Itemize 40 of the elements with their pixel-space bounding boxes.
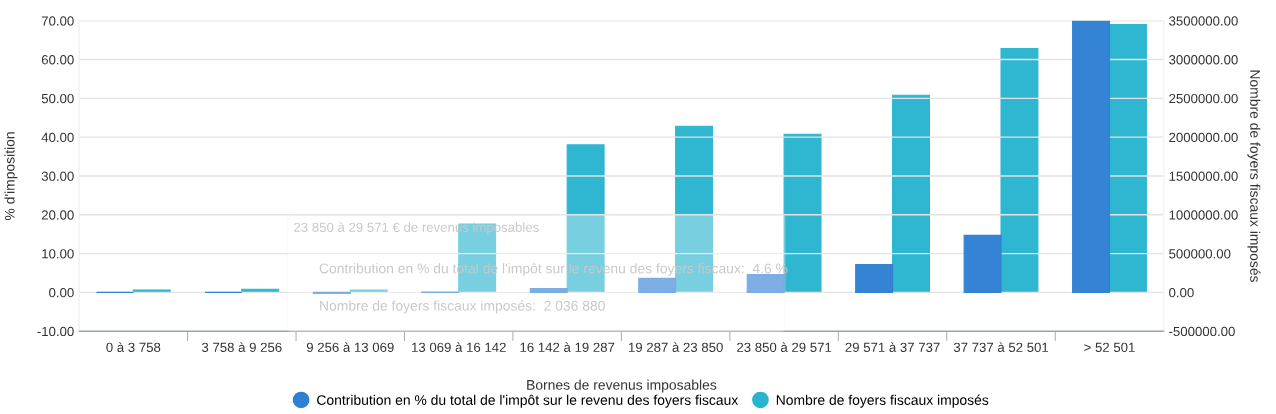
y2-tick-label: 1500000.00	[1169, 171, 1238, 181]
y-tick-label: 20.00	[41, 210, 74, 220]
x-tick-label: 3 758 à 9 256	[201, 342, 282, 352]
y-tick-label: 0.00	[49, 287, 74, 298]
x-tick-label: 0 à 3 758	[106, 342, 161, 352]
y-tick-label: 40.00	[41, 132, 74, 143]
bar	[529, 287, 568, 293]
x-tick-label: 16 142 à 19 287	[520, 342, 615, 352]
x-tick-label: 29 571 à 37 737	[845, 342, 940, 352]
y2-tick-label: 500000.00	[1169, 249, 1231, 259]
y-tick-label: -10.00	[37, 326, 74, 337]
legend-label: Contribution en % du total de l'impôt sur le revenu des foyers fiscaux	[317, 394, 739, 408]
x-tick-label: 9 256 à 13 069	[306, 342, 394, 352]
y-tick-label: 30.00	[41, 171, 74, 181]
bar	[1000, 48, 1039, 293]
x-tick-label: 13 069 à 16 142	[412, 342, 506, 352]
x-axis-title: Bornes de revenus imposables	[527, 379, 717, 393]
y2-tick-label: 2000000.00	[1169, 132, 1238, 143]
y-tick-label: 70.00	[41, 16, 74, 26]
y2-tick-label: 2500000.00	[1169, 93, 1238, 104]
y-tick-label: 50.00	[41, 93, 74, 104]
y2-tick-label: 1000000.00	[1169, 210, 1238, 220]
x-tick-label: 23 850 à 29 571	[737, 342, 832, 352]
y2-axis-title: Nombre de foyers fiscaux imposés	[1247, 70, 1261, 282]
y-tick-label: 60.00	[41, 55, 74, 65]
y-axis-title: % d'imposition	[4, 132, 18, 221]
y2-tick-label: 3000000.00	[1169, 55, 1238, 65]
y2-tick-label: 3500000.00	[1169, 16, 1238, 26]
bar	[892, 94, 930, 293]
bar	[638, 277, 677, 293]
bar	[855, 263, 894, 293]
bar	[746, 273, 785, 293]
y-tick-label: 10.00	[42, 249, 74, 259]
bar	[963, 234, 1002, 293]
x-tick-label: 37 737 à 52 501	[953, 342, 1049, 352]
legend-label: Nombre de foyers fiscaux imposés	[776, 394, 989, 408]
y2-tick-label: 0.00	[1169, 287, 1194, 298]
y2-tick-label: -500000.00	[1169, 326, 1235, 337]
x-tick-label: > 52 501	[1084, 342, 1135, 352]
x-tick-label: 19 287 à 23 850	[628, 342, 723, 352]
